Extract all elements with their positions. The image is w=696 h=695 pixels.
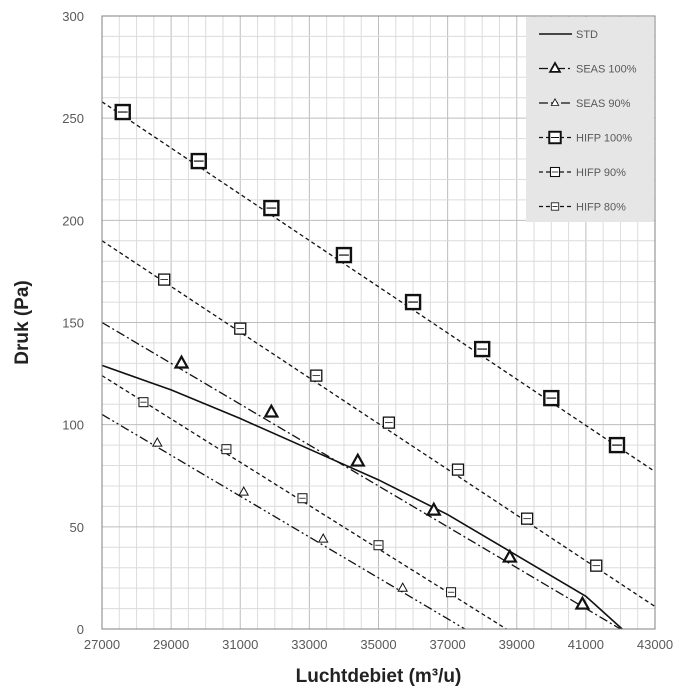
triangle-marker	[238, 486, 250, 496]
series-line	[101, 321, 621, 630]
triangle-marker	[548, 61, 562, 73]
triangle-marker	[574, 595, 591, 610]
legend-item: SEAS 90%	[539, 98, 631, 110]
x-tick-label: 39000	[499, 637, 535, 652]
triangle-marker	[349, 452, 366, 467]
x-tick-label: 43000	[637, 637, 673, 652]
x-tick-label: 35000	[360, 637, 396, 652]
legend-label: HIFP 80%	[576, 202, 626, 214]
triangle-marker	[151, 437, 163, 447]
y-tick-label: 250	[62, 111, 84, 126]
y-tick-label: 300	[62, 9, 84, 24]
legend-label: HIFP 90%	[576, 167, 626, 179]
legend-label: SEAS 100%	[576, 64, 637, 76]
triangle-marker	[550, 98, 560, 106]
legend: STD SEAS 100% SEAS 90% HIFP 100% HIFP 90% HIF…	[539, 29, 637, 214]
triangle-marker	[317, 533, 329, 543]
triangle-marker	[173, 354, 190, 369]
legend-background	[526, 17, 654, 222]
y-tick-labels: 0 50 100 150 200 250 300	[62, 9, 84, 637]
y-tick-label: 150	[62, 316, 84, 331]
y-tick-label: 0	[77, 622, 84, 637]
legend-item: HIFP 90%	[539, 166, 626, 179]
series-hifp-90	[101, 240, 656, 608]
series-std	[101, 364, 623, 630]
series-line	[101, 413, 466, 630]
legend-item: HIFP 80%	[539, 202, 626, 214]
x-tick-label: 27000	[84, 637, 120, 652]
triangle-marker	[501, 548, 518, 563]
legend-label: STD	[576, 29, 598, 41]
series-line	[101, 101, 656, 473]
triangle-marker	[263, 403, 280, 418]
y-tick-label: 50	[70, 520, 84, 535]
x-tick-label: 31000	[222, 637, 258, 652]
x-tick-label: 29000	[153, 637, 189, 652]
grid	[101, 15, 656, 630]
series-hifp-100	[101, 101, 656, 473]
series-line	[101, 364, 623, 630]
x-tick-label: 41000	[568, 637, 604, 652]
x-axis-title: Luchtdebiet (m³/u)	[296, 666, 462, 687]
x-tick-labels: 27000 29000 31000 33000 35000 37000 39000 41000…	[84, 637, 673, 652]
series-seas-100	[101, 321, 621, 630]
plot-frame	[101, 15, 656, 630]
y-tick-label: 100	[62, 418, 84, 433]
x-tick-label: 37000	[430, 637, 466, 652]
series-layer	[101, 101, 656, 630]
legend-item: STD	[539, 29, 598, 41]
legend-item: SEAS 100%	[539, 61, 637, 76]
triangle-marker	[425, 501, 442, 516]
x-tick-label: 33000	[291, 637, 327, 652]
y-axis-title: Druk (Pa)	[12, 280, 33, 364]
series-seas-90	[101, 413, 466, 630]
legend-label: SEAS 90%	[576, 98, 631, 110]
triangle-marker	[397, 582, 409, 592]
series-line	[101, 240, 656, 608]
y-tick-label: 200	[62, 213, 84, 228]
legend-item: HIFP 100%	[539, 130, 632, 145]
series-hifp-80	[101, 375, 507, 630]
legend-label: HIFP 100%	[576, 133, 632, 145]
